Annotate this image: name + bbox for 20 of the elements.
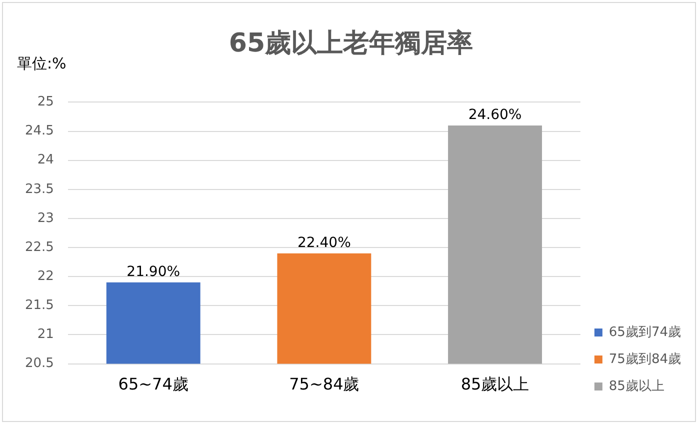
data-label: 21.90% xyxy=(126,264,180,280)
y-tick-label: 20.5 xyxy=(24,356,54,372)
x-tick-label: 65~74歲 xyxy=(118,374,188,394)
y-axis-title: 單位:% xyxy=(17,54,66,72)
legend-label: 75歲到84歲 xyxy=(608,352,682,367)
chart-title: 65歲以上老年獨居率 xyxy=(228,28,474,58)
y-tick-label: 24 xyxy=(37,152,54,168)
y-tick-label: 22 xyxy=(37,268,54,284)
y-tick-label: 21.5 xyxy=(24,298,54,314)
y-tick-label: 25 xyxy=(37,94,54,110)
x-tick-label: 75~84歲 xyxy=(289,374,360,394)
x-tick-label: 85歲以上 xyxy=(460,374,530,394)
data-label: 22.40% xyxy=(297,234,351,251)
data-label: 24.60% xyxy=(468,107,522,124)
y-tick-label: 23.5 xyxy=(24,182,54,197)
legend-label: 65歲到74歲 xyxy=(608,324,682,340)
y-tick-label: 22.5 xyxy=(24,240,54,255)
y-tick-label: 24.5 xyxy=(24,124,54,139)
y-tick-label: 21 xyxy=(37,327,54,342)
y-tick-label: 23 xyxy=(37,210,54,226)
